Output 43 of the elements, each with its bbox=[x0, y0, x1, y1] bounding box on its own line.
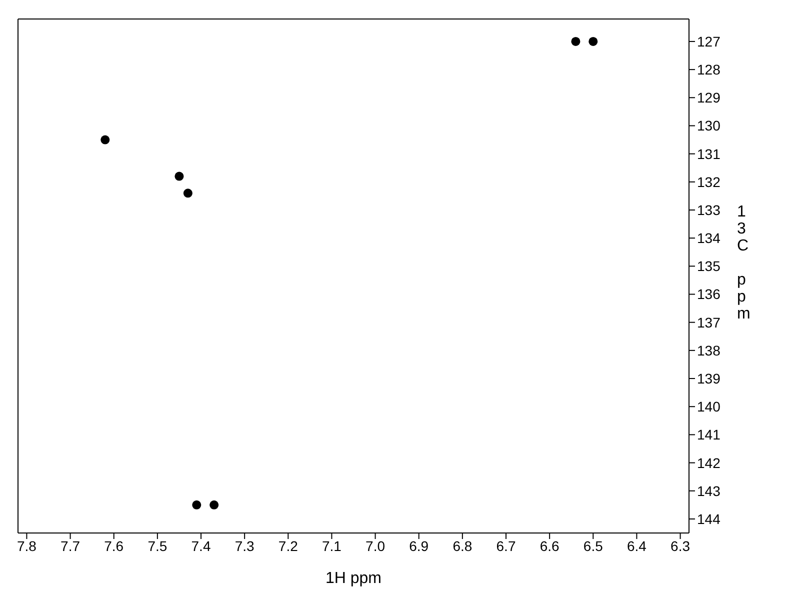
x-tick-label: 7.6 bbox=[104, 538, 124, 554]
y-tick-label: 127 bbox=[697, 33, 721, 50]
x-tick-label: 7.1 bbox=[322, 538, 342, 554]
x-tick-label: 7.7 bbox=[60, 538, 80, 554]
point bbox=[192, 500, 202, 510]
y-tick-label: 135 bbox=[697, 258, 721, 274]
x-tick-label: 6.6 bbox=[540, 538, 560, 554]
x-tick-label: 7.4 bbox=[191, 538, 211, 554]
x-tick-label: 6.5 bbox=[583, 538, 604, 554]
y-tick-label: 128 bbox=[697, 62, 721, 78]
point bbox=[174, 172, 184, 181]
y-axis-title: 13C ppm bbox=[737, 204, 750, 322]
x-tick-label: 7.0 bbox=[366, 538, 386, 554]
x-tick-label: 6.9 bbox=[409, 538, 429, 554]
point bbox=[100, 135, 110, 144]
x-tick-label: 7.2 bbox=[278, 538, 298, 554]
y-tick-label: 136 bbox=[697, 286, 721, 302]
point bbox=[183, 188, 192, 198]
y-tick-label: 134 bbox=[697, 230, 721, 246]
x-tick-label: 6.4 bbox=[626, 538, 647, 554]
y-tick-label: 131 bbox=[697, 146, 721, 162]
x-tick-label: 7.3 bbox=[234, 538, 255, 554]
y-tick-label: 130 bbox=[697, 118, 721, 134]
y-tick-label: 132 bbox=[697, 174, 721, 190]
point bbox=[571, 36, 580, 46]
y-tick-label: 141 bbox=[697, 426, 721, 443]
y-tick-label: 133 bbox=[697, 202, 721, 218]
x-tick-label: 6.7 bbox=[496, 538, 516, 554]
y-tick-label: 129 bbox=[697, 90, 721, 106]
point bbox=[210, 500, 219, 510]
y-tick-label: 137 bbox=[697, 314, 721, 330]
x-axis-title: 1H ppm bbox=[325, 570, 382, 587]
y-tick-label: 140 bbox=[697, 398, 721, 415]
y-tick-label: 142 bbox=[697, 454, 721, 471]
x-tick-label: 6.3 bbox=[670, 538, 690, 554]
x-tick-label: 6.8 bbox=[452, 538, 472, 554]
x-tick-label: 7.8 bbox=[16, 538, 37, 554]
y-tick-label: 143 bbox=[697, 482, 721, 499]
x-tick-label: 7.5 bbox=[148, 538, 168, 554]
y-tick-label: 139 bbox=[697, 370, 721, 386]
y-tick-label: 144 bbox=[697, 510, 721, 527]
y-tick-label: 138 bbox=[697, 342, 721, 358]
point bbox=[588, 36, 598, 46]
